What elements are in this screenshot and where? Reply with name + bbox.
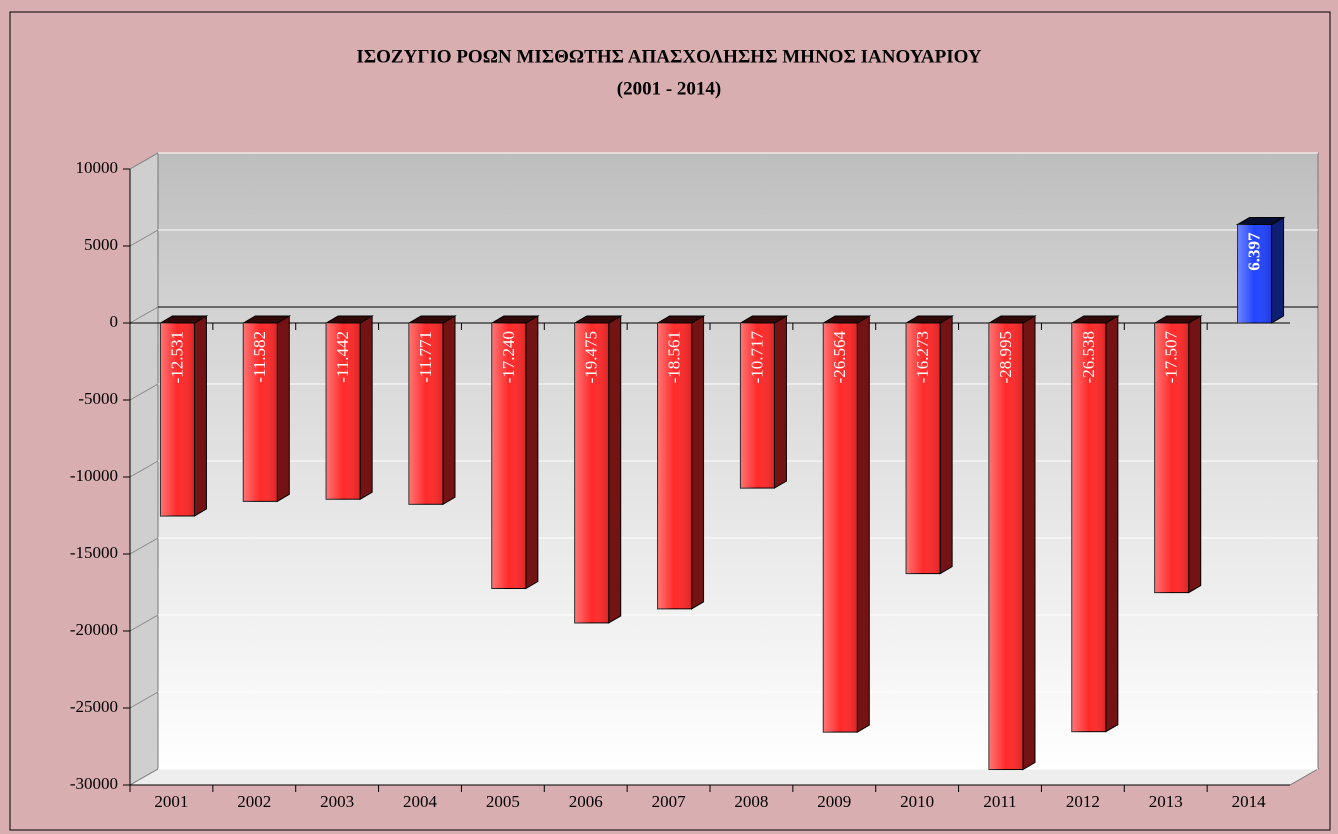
chart-frame (9, 11, 1331, 831)
bar-side (1105, 315, 1119, 733)
value-label: -10.717 (747, 331, 766, 384)
bar-side (939, 315, 953, 575)
y-tick-label: 0 (110, 312, 119, 331)
bar-side (193, 315, 207, 517)
x-tick-label: 2011 (983, 792, 1016, 811)
chart-title: ΙΣΟΖΥΓΙΟ ΡΟΩΝ ΜΙΣΘΩΤΗΣ ΑΠΑΣΧΟΛΗΣΗΣ ΜΗΝΟΣ… (356, 46, 982, 67)
bar (572, 315, 623, 624)
bar-shade (740, 323, 775, 489)
grid-line (129, 229, 159, 247)
bar (1235, 216, 1286, 324)
x-tick-label: 2014 (1232, 792, 1267, 811)
bar-shade (1071, 323, 1106, 732)
bar-shade (409, 323, 443, 505)
value-label: -16.273 (913, 331, 932, 383)
value-label: 6.397 (1244, 232, 1263, 271)
bar-shade (906, 323, 941, 574)
x-tick-label: 2009 (817, 792, 851, 811)
grid-line (129, 537, 159, 555)
bar (904, 315, 954, 575)
bar-side (1271, 216, 1285, 324)
bar (655, 315, 706, 610)
value-label: -26.538 (1079, 331, 1098, 383)
bar (407, 315, 457, 506)
bar-shade (1154, 323, 1189, 593)
x-tick-label: 2012 (1066, 792, 1100, 811)
value-label: -12.531 (167, 331, 186, 383)
bar (324, 315, 374, 501)
bar-shade (491, 323, 526, 589)
grid-line (129, 152, 159, 170)
bar-side (856, 315, 870, 733)
value-label: -11.442 (333, 331, 352, 383)
y-tick-label: -10000 (70, 466, 118, 485)
chart-subtitle: (2001 - 2014) (617, 78, 721, 99)
grid-line (129, 768, 159, 786)
x-tick-label: 2002 (237, 792, 271, 811)
bar-side (608, 315, 622, 624)
value-label: -26.564 (830, 331, 849, 384)
x-tick-label: 2008 (734, 792, 768, 811)
bar-side (1188, 315, 1202, 594)
x-tick-label: 2007 (652, 792, 687, 811)
value-label: -17.240 (499, 331, 518, 383)
grid-line (129, 614, 159, 632)
x-tick-label: 2006 (569, 792, 603, 811)
bar-shade (989, 323, 1023, 770)
bar (1152, 315, 1203, 594)
value-label: -28.995 (996, 331, 1015, 383)
bar (158, 315, 209, 517)
bar-shade (160, 323, 195, 516)
bar (490, 315, 540, 590)
floor (128, 768, 1320, 786)
y-tick-label: 10000 (76, 158, 119, 177)
bar-side (276, 315, 290, 503)
bar-side (1022, 315, 1036, 771)
x-tick-label: 2001 (154, 792, 188, 811)
bar (241, 315, 292, 503)
grid-line (129, 691, 159, 709)
y-tick-label: 5000 (84, 235, 118, 254)
x-tick-label: 2013 (1149, 792, 1183, 811)
bar-side (773, 315, 787, 489)
x-tick-label: 2010 (900, 792, 934, 811)
value-label: -19.475 (582, 331, 601, 383)
y-tick-label: -20000 (70, 620, 118, 639)
value-label: -17.507 (1162, 331, 1181, 384)
y-tick-label: -25000 (70, 697, 118, 716)
bar-shade (657, 323, 692, 609)
grid-line (129, 383, 159, 401)
bar (987, 315, 1037, 771)
y-tick-label: -30000 (70, 774, 118, 793)
bar-shade (326, 323, 361, 500)
bar-shade (243, 323, 278, 502)
bar-side (691, 315, 705, 610)
value-label: -18.561 (664, 331, 683, 383)
bar-shade (823, 323, 858, 733)
bar-shade (1237, 224, 1272, 323)
y-tick-label: -15000 (70, 543, 118, 562)
bar (821, 315, 872, 733)
x-tick-label: 2005 (486, 792, 520, 811)
value-label: -11.771 (416, 331, 435, 383)
grid-line (129, 306, 159, 324)
bar-shade (574, 323, 609, 623)
y-tick-label: -5000 (78, 389, 118, 408)
x-tick-label: 2004 (403, 792, 438, 811)
grid-line (129, 460, 159, 478)
bar-side (442, 315, 456, 506)
x-tick-label: 2003 (320, 792, 354, 811)
bar-side (359, 315, 373, 501)
bar (1070, 315, 1120, 733)
bar-side (525, 315, 539, 590)
bar (738, 315, 789, 489)
value-label: -11.582 (250, 331, 269, 383)
